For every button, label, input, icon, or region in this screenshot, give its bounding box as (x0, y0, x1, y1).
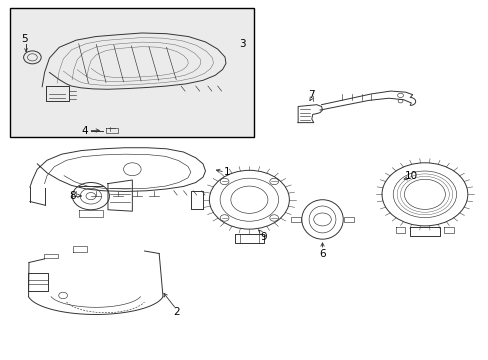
Text: 8: 8 (69, 191, 76, 201)
Text: 5: 5 (21, 34, 27, 44)
Text: 7: 7 (308, 90, 314, 100)
Text: 6: 6 (319, 248, 325, 258)
Bar (344, 217, 353, 222)
Text: 10: 10 (405, 171, 417, 181)
Text: 2: 2 (173, 307, 179, 317)
Text: 9: 9 (260, 232, 267, 242)
Text: 3: 3 (239, 39, 245, 49)
Text: 4: 4 (81, 126, 88, 135)
Bar (10, 8, 254, 137)
Bar (290, 217, 300, 222)
Text: 1: 1 (224, 167, 230, 177)
